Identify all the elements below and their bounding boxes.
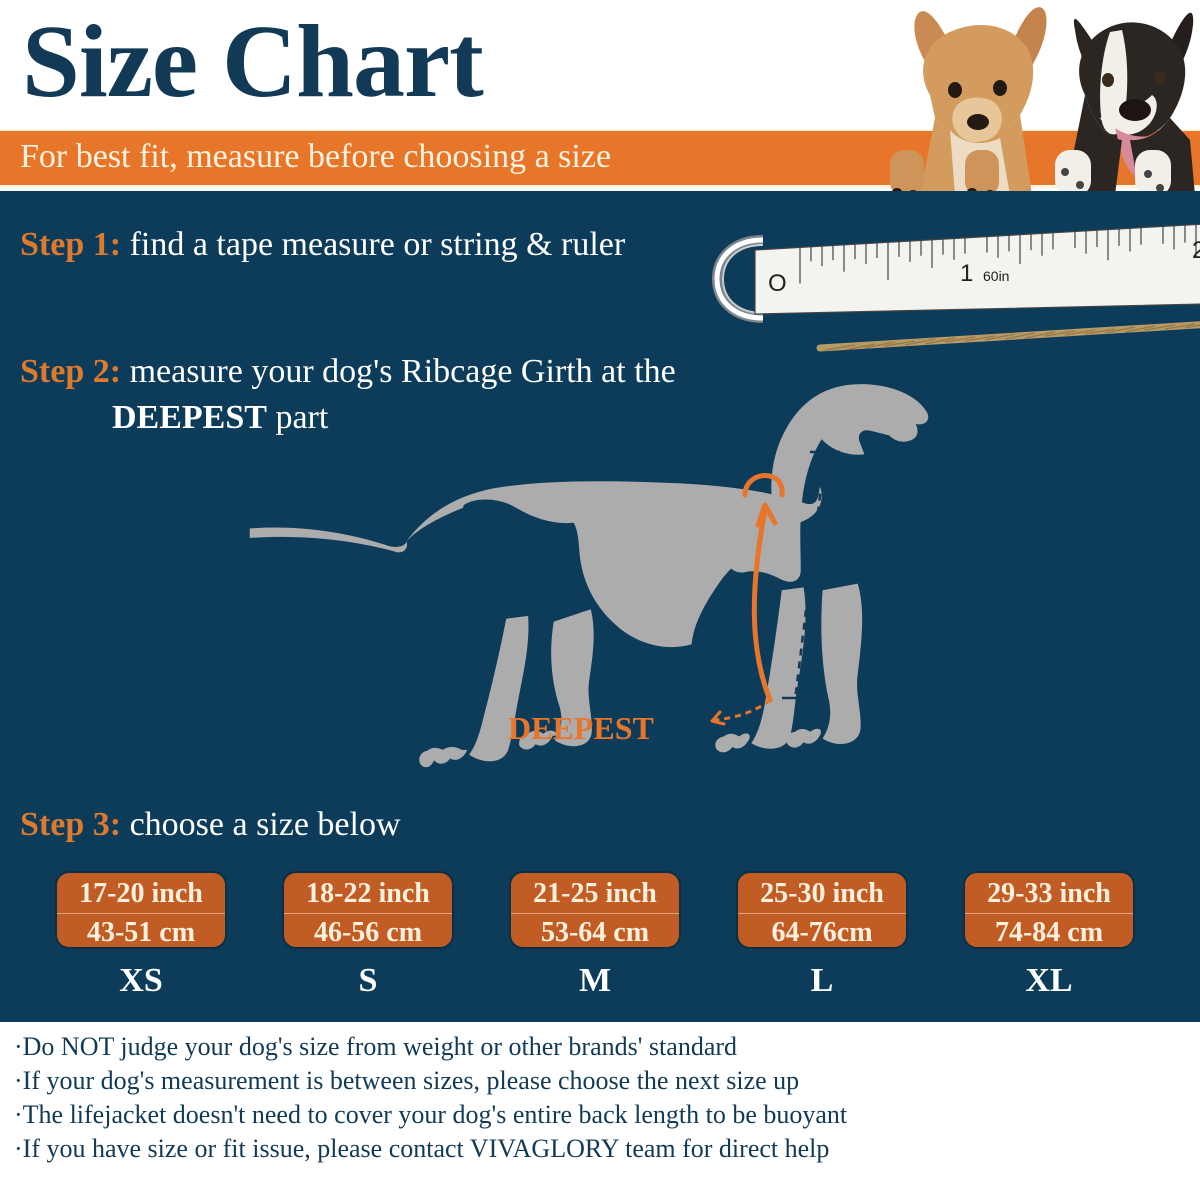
svg-text:O: O — [768, 270, 787, 297]
svg-text:1: 1 — [960, 260, 973, 287]
svg-text:60in: 60in — [983, 268, 1009, 284]
svg-text:2: 2 — [1192, 237, 1200, 264]
